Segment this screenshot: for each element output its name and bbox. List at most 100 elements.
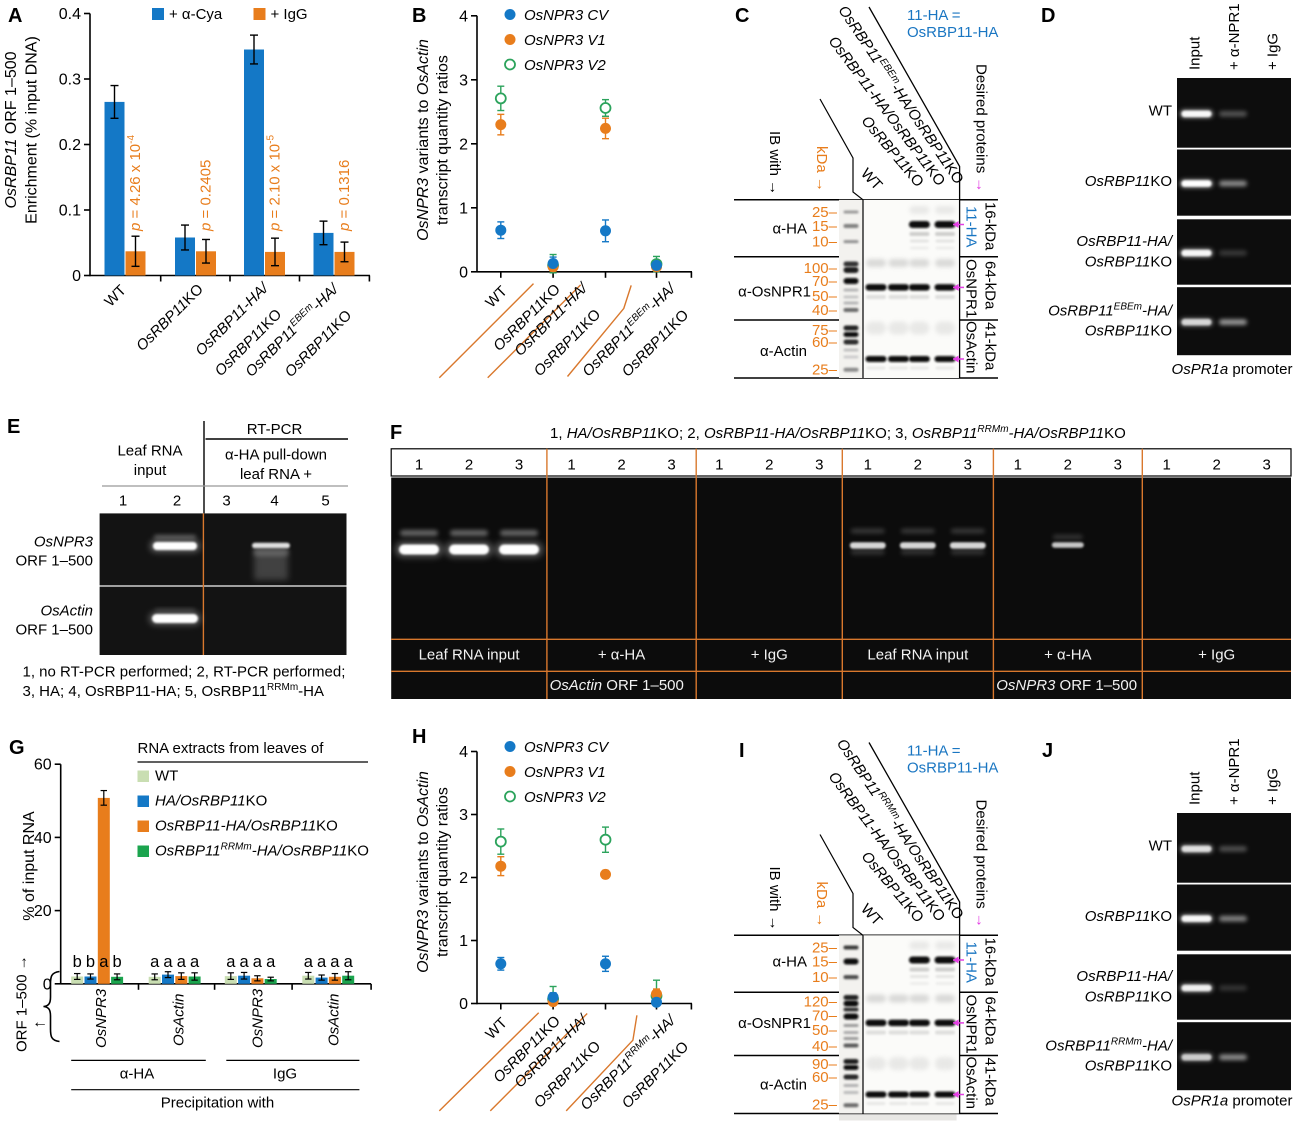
svg-text:100–: 100–	[804, 260, 838, 277]
svg-text:3: 3	[1262, 457, 1270, 474]
svg-text:b: b	[86, 953, 95, 971]
svg-text:Leaf RNA input: Leaf RNA input	[419, 647, 521, 664]
svg-text:+ α-HA: + α-HA	[598, 647, 645, 664]
svg-text:H: H	[412, 726, 426, 748]
svg-text:a: a	[226, 953, 236, 971]
svg-text:3: 3	[815, 457, 823, 474]
svg-text:OsRBP11-HA: OsRBP11-HA	[907, 760, 998, 777]
svg-text:D: D	[1041, 5, 1055, 27]
svg-text:OsNPR3: OsNPR3	[250, 988, 267, 1048]
svg-text:a: a	[177, 953, 187, 971]
svg-text:2: 2	[765, 457, 773, 474]
svg-text:J: J	[1042, 740, 1053, 762]
svg-text:3: 3	[667, 457, 675, 474]
svg-text:OsActin: OsActin	[326, 993, 343, 1046]
svg-text:a: a	[163, 953, 173, 971]
svg-text:Desired proteins →: Desired proteins →	[973, 64, 990, 192]
svg-text:leaf RNA +: leaf RNA +	[240, 466, 312, 483]
svg-text:b: b	[73, 953, 82, 971]
svg-text:3: 3	[964, 457, 972, 474]
svg-text:1: 1	[715, 457, 723, 474]
svg-text:OsActin ORF 1–500: OsActin ORF 1–500	[550, 677, 684, 694]
svg-text:+ IgG: + IgG	[1198, 647, 1235, 664]
svg-text:+ IgG: + IgG	[1265, 768, 1282, 805]
svg-text:41-kDa: 41-kDa	[982, 1058, 999, 1107]
svg-text:OsRBP11-HA: OsRBP11-HA	[907, 24, 998, 41]
svg-text:25–: 25–	[812, 1096, 838, 1113]
svg-text:OsRBP11KO: OsRBP11KO	[1085, 1058, 1172, 1075]
svg-text:kDa →: kDa →	[813, 146, 830, 192]
svg-text:OsNPR3 variants to OsActin: OsNPR3 variants to OsActin	[415, 39, 432, 241]
svg-text:OsRBP11-HA/OsRBP11KO: OsRBP11-HA/OsRBP11KO	[155, 818, 338, 835]
svg-text:2: 2	[465, 457, 473, 474]
svg-text:90–: 90–	[812, 1056, 838, 1073]
svg-text:a: a	[99, 953, 109, 971]
svg-text:2: 2	[173, 493, 181, 510]
svg-text:Enrichment (% input DNA): Enrichment (% input DNA)	[24, 36, 41, 224]
svg-text:+ IgG: + IgG	[751, 647, 788, 664]
svg-text:OsPR1a promoter: OsPR1a promoter	[1172, 361, 1293, 378]
svg-text:HA/OsRBP11KO: HA/OsRBP11KO	[155, 793, 267, 810]
svg-text:a: a	[330, 953, 340, 971]
svg-text:4: 4	[459, 744, 468, 761]
svg-text:α-OsNPR1: α-OsNPR1	[738, 1015, 811, 1032]
svg-text:3: 3	[459, 807, 468, 824]
svg-text:RNA extracts from leaves of: RNA extracts from leaves of	[138, 740, 325, 757]
svg-text:a: a	[240, 953, 250, 971]
svg-text:0: 0	[459, 996, 468, 1013]
svg-text:F: F	[390, 422, 402, 444]
svg-text:1: 1	[864, 457, 872, 474]
svg-text:OsNPR3: OsNPR3	[34, 534, 94, 551]
svg-text:1: 1	[459, 200, 468, 217]
svg-text:α-OsNPR1: α-OsNPR1	[738, 284, 811, 301]
svg-text:OsActin: OsActin	[171, 993, 188, 1046]
svg-text:15–: 15–	[812, 954, 838, 971]
svg-text:WT: WT	[1149, 838, 1172, 855]
svg-text:25–: 25–	[812, 204, 838, 221]
svg-text:OsRBP11KO: OsRBP11KO	[1085, 908, 1172, 925]
svg-text:WT: WT	[155, 768, 178, 785]
svg-text:2: 2	[459, 870, 468, 887]
svg-text:kDa →: kDa →	[813, 882, 830, 928]
svg-text:2: 2	[1064, 457, 1072, 474]
svg-text:OsActin: OsActin	[963, 321, 980, 374]
svg-text:a: a	[317, 953, 327, 971]
svg-text:a: a	[190, 953, 200, 971]
svg-text:OsNPR3 CV: OsNPR3 CV	[524, 7, 610, 24]
svg-text:1: 1	[1014, 457, 1022, 474]
svg-text:OsNPR1: OsNPR1	[963, 995, 980, 1054]
svg-text:OsNPR3 variants to OsActin: OsNPR3 variants to OsActin	[415, 771, 432, 973]
svg-text:G: G	[9, 737, 25, 759]
svg-text:10–: 10–	[812, 234, 838, 251]
svg-text:3: 3	[459, 72, 468, 89]
svg-text:70–: 70–	[812, 273, 838, 290]
svg-text:4: 4	[270, 493, 278, 510]
svg-text:64-kDa: 64-kDa	[982, 997, 999, 1046]
svg-text:1, HA/OsRBP11KO; 2, OsRBP11-HA: 1, HA/OsRBP11KO; 2, OsRBP11-HA/OsRBP11KO…	[550, 424, 1126, 442]
svg-text:OsRBP11RRMm-HA/OsRBP11KO: OsRBP11RRMm-HA/OsRBP11KO	[155, 842, 369, 860]
svg-text:+ IgG: + IgG	[1265, 33, 1282, 70]
svg-text:15–: 15–	[812, 218, 838, 235]
svg-text:60–: 60–	[812, 334, 838, 351]
svg-text:IB with →: IB with →	[766, 131, 783, 195]
svg-text:120–: 120–	[804, 994, 838, 1011]
svg-text:α-Actin: α-Actin	[760, 343, 807, 360]
svg-text:a: a	[150, 953, 160, 971]
svg-text:11-HA: 11-HA	[963, 942, 980, 983]
svg-text:OsRBP11EBEm-HA/: OsRBP11EBEm-HA/	[1048, 302, 1174, 320]
svg-text:OsRBP11KO: OsRBP11KO	[1085, 254, 1172, 271]
svg-text:OsRBP11-HA/: OsRBP11-HA/	[1076, 968, 1173, 985]
svg-text:1: 1	[119, 493, 127, 510]
svg-text:OsRBP11KO: OsRBP11KO	[1085, 989, 1172, 1006]
svg-text:75–: 75–	[812, 322, 838, 339]
svg-text:p = 2.10 x 10-5: p = 2.10 x 10-5	[266, 135, 284, 232]
svg-text:WT: WT	[1149, 103, 1172, 120]
svg-text:OsPR1a promoter: OsPR1a promoter	[1172, 1093, 1293, 1110]
svg-text:0: 0	[72, 268, 81, 285]
svg-text:IB with →: IB with →	[766, 867, 783, 931]
svg-text:1: 1	[415, 457, 423, 474]
svg-text:α-HA: α-HA	[772, 954, 807, 971]
svg-text:11-HA =: 11-HA =	[907, 743, 961, 760]
svg-text:1: 1	[1162, 457, 1170, 474]
svg-text:60: 60	[34, 757, 52, 774]
